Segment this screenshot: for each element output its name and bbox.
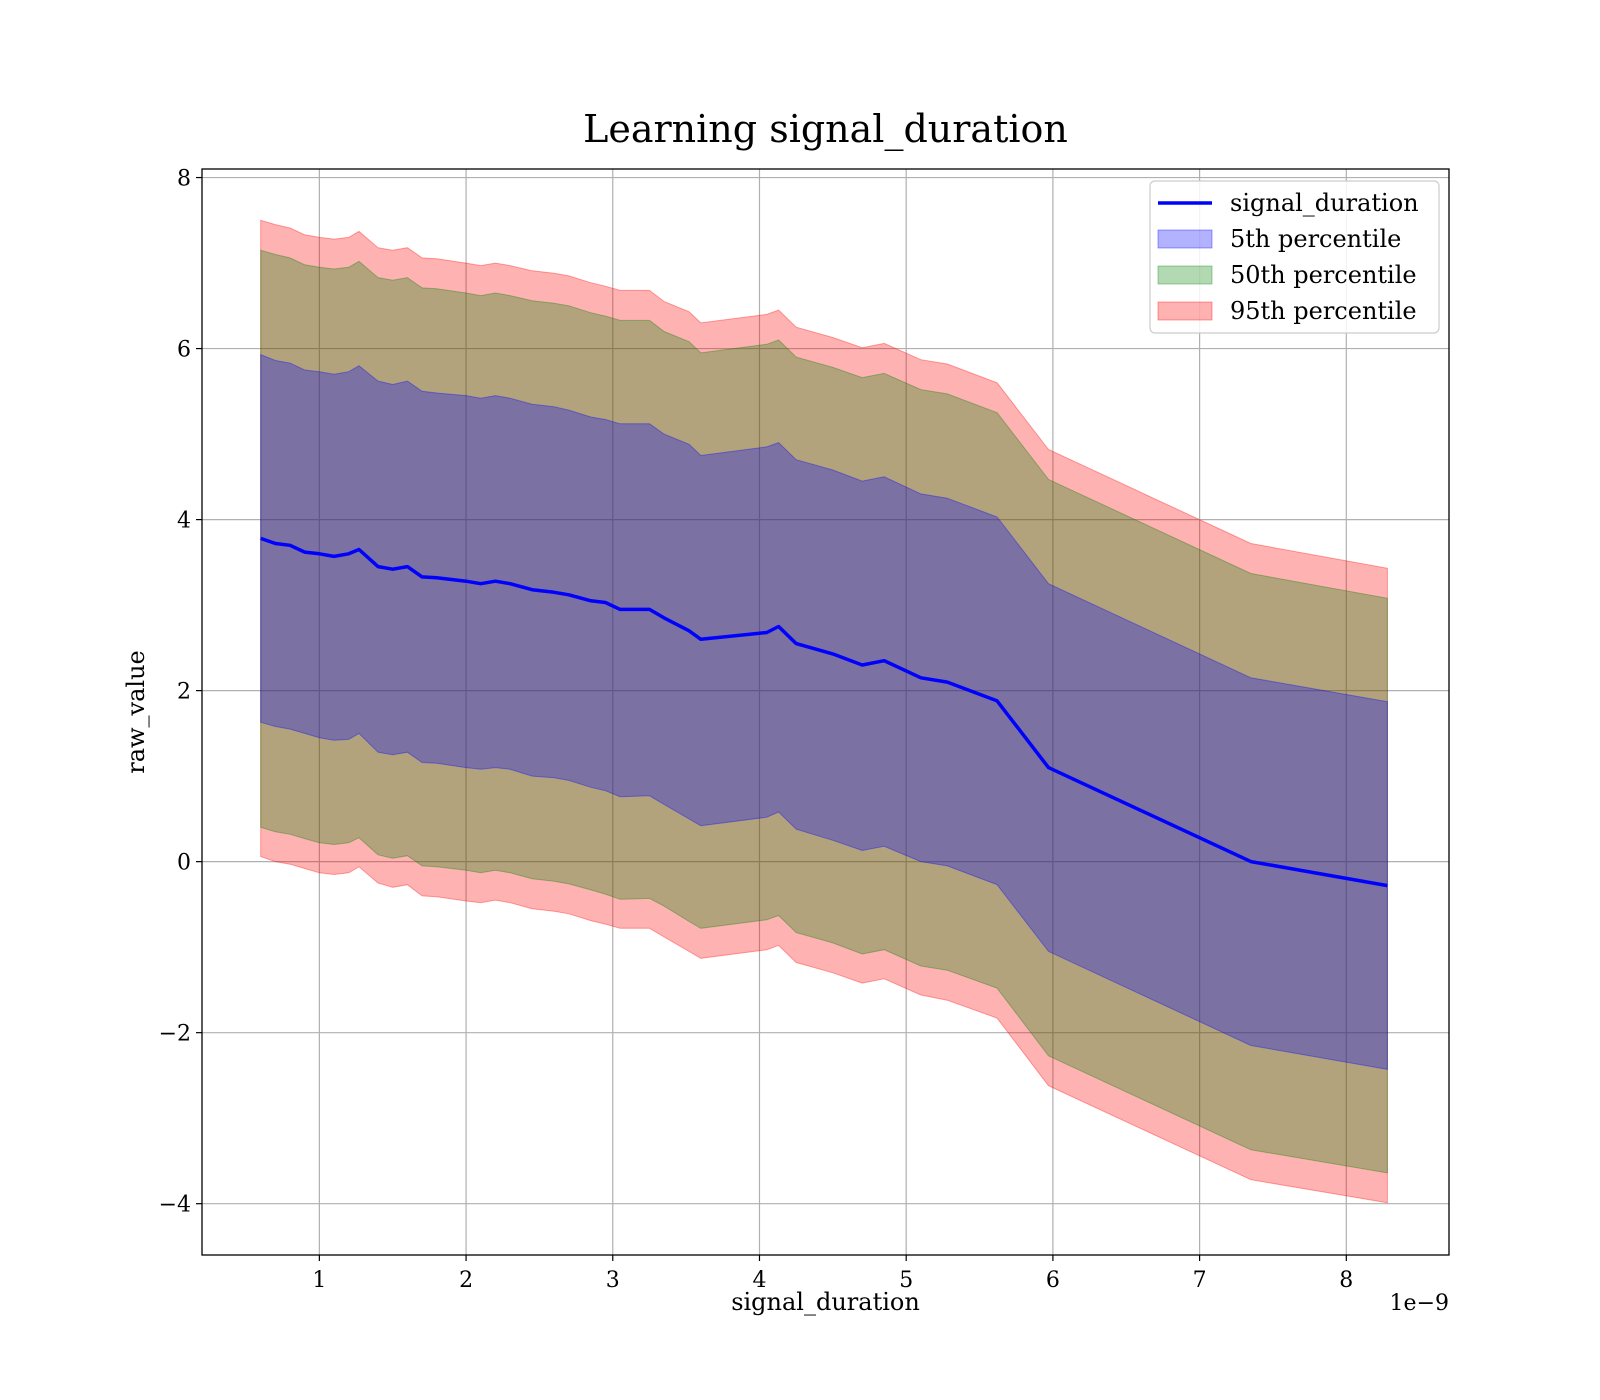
percentile-bands	[260, 219, 1388, 1204]
y-tick-label: −2	[159, 1022, 191, 1047]
y-tick-label: −4	[159, 1193, 191, 1218]
x-tick-label: 7	[1193, 1268, 1207, 1293]
y-tick-label: 2	[177, 680, 191, 705]
x-tick-label: 8	[1339, 1268, 1353, 1293]
chart-title: Learning signal_duration	[583, 107, 1068, 152]
legend-entry-50th-percentile: 50th percentile	[1157, 261, 1417, 289]
x-axis-label: signal_duration	[731, 1288, 920, 1316]
y-tick-label: 8	[177, 167, 191, 192]
legend-entry-95th-percentile: 95th percentile	[1157, 297, 1417, 325]
x-tick-label: 6	[1046, 1268, 1060, 1293]
legend-entry-signal-duration: signal_duration	[1158, 189, 1419, 217]
x-tick-label: 3	[606, 1268, 620, 1293]
legend-label: 5th percentile	[1230, 225, 1401, 253]
legend-entry-5th-percentile: 5th percentile	[1157, 225, 1401, 253]
axis-ticks: 1 2 3 4 5 6 7 8 −4 −2 0 2 4 6 8	[159, 167, 1354, 1293]
band-5th-percentile	[260, 353, 1388, 1070]
band-95th-percentile	[260, 219, 1388, 1204]
x-tick-label: 2	[459, 1268, 473, 1293]
legend: signal_duration 5th percentile 50th percen…	[1149, 180, 1440, 334]
legend-label: 50th percentile	[1230, 261, 1417, 289]
median-line-layer	[260, 536, 1388, 888]
band-50th-percentile	[260, 249, 1388, 1174]
x-tick-label: 5	[899, 1268, 913, 1293]
legend-box	[1149, 180, 1440, 334]
plot-frame	[201, 168, 1450, 1256]
legend-swatch	[1157, 229, 1213, 249]
x-tick-label: 1	[312, 1268, 326, 1293]
legend-swatch	[1157, 265, 1213, 285]
y-tick-label: 6	[177, 338, 191, 363]
y-axis-label: raw_value	[122, 650, 150, 774]
x-tick-label: 4	[752, 1268, 766, 1293]
legend-label: 95th percentile	[1230, 297, 1417, 325]
x-axis-offset-label: 1e−9	[1390, 1291, 1449, 1316]
legend-label: signal_duration	[1230, 189, 1419, 217]
y-tick-label: 4	[177, 509, 191, 534]
series-line-signal-duration	[260, 536, 1388, 888]
grid	[202, 169, 1449, 1255]
y-tick-label: 0	[177, 851, 191, 876]
legend-swatch	[1157, 301, 1213, 321]
